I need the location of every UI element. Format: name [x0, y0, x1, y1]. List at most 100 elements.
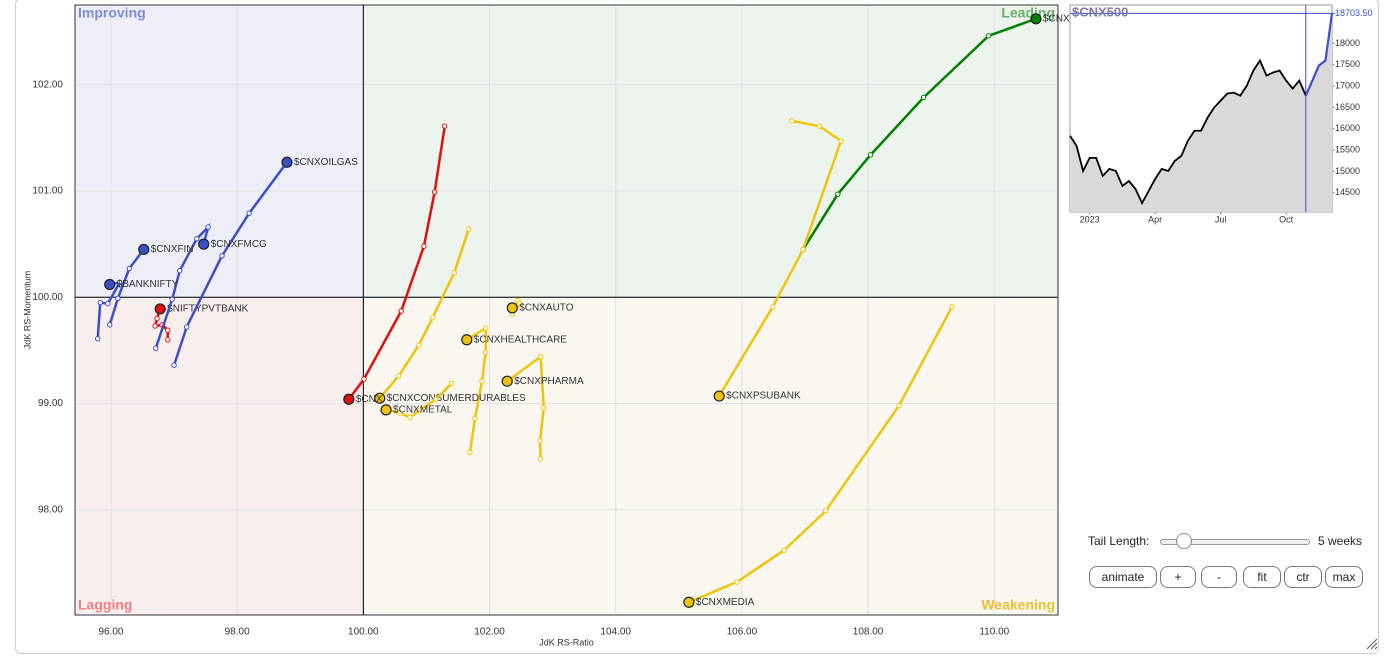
series-label: $CNXMEDIA: [696, 597, 755, 608]
tail-point: [823, 508, 829, 514]
slider[interactable]: [1160, 539, 1310, 545]
series-label: $CNXMETAL: [393, 405, 453, 416]
tail-point: [246, 210, 252, 216]
button[interactable]: +: [1160, 566, 1196, 588]
y-tick-label: 99.00: [38, 398, 63, 409]
tail-point: [115, 295, 121, 302]
quadrant-label: Lagging: [78, 597, 132, 613]
tail-point: [397, 410, 403, 416]
tail-point: [421, 243, 427, 249]
tail-point: [466, 226, 472, 232]
tail-point: [867, 152, 874, 158]
tail-point: [361, 376, 367, 382]
quadrant-label: Weakening: [981, 597, 1055, 613]
tail-label: Tail Length:: [1088, 534, 1150, 548]
tail-point: [479, 378, 485, 384]
series-label: $CNXPHARMA: [514, 376, 584, 387]
tail-point: [117, 279, 123, 286]
tail-point: [896, 402, 902, 409]
tail-point: [433, 396, 439, 402]
series-label: $CNXOILGAS: [294, 157, 358, 168]
x-tick-label: 98.00: [225, 627, 250, 638]
tail-point: [183, 324, 190, 330]
tail-point: [781, 547, 787, 553]
slider-thumb[interactable]: [1176, 533, 1192, 549]
x-tick-label: 106.00: [727, 627, 758, 638]
y-axis-title: JdK RS-Momentum: [22, 271, 32, 350]
y-tick-label: 16000: [1335, 123, 1360, 133]
x-tick-label: 108.00: [853, 627, 884, 638]
y-tick-label: 18703.50: [1335, 8, 1373, 18]
y-tick-label: 15500: [1335, 144, 1360, 154]
tail-line: [688, 306, 954, 604]
tail-point: [177, 267, 183, 274]
tail-point: [800, 246, 806, 253]
tail-point: [152, 323, 158, 329]
tail-point: [95, 335, 101, 342]
tail-point: [537, 438, 543, 444]
button[interactable]: -: [1201, 566, 1237, 588]
series-label: $NIFTYPVTBANK: [167, 304, 248, 315]
y-tick-label: 15000: [1335, 166, 1360, 176]
button[interactable]: max: [1325, 566, 1363, 588]
tail-point: [407, 414, 413, 421]
x-tick-label: Oct: [1279, 214, 1294, 224]
tail-point: [816, 123, 823, 129]
y-tick-label: 17000: [1335, 80, 1360, 90]
tail-point: [126, 265, 132, 272]
series-label: $CNXFMCG: [211, 239, 267, 250]
head-point: [374, 392, 386, 404]
head-point: [683, 596, 695, 608]
tail-point: [920, 94, 927, 101]
head-point: [461, 334, 473, 346]
tail-point: [153, 345, 159, 351]
x-tick-label: 110.00: [979, 627, 1009, 638]
tail-point: [789, 118, 795, 124]
tail-point: [442, 123, 448, 129]
tail-value: 5 weeks: [1318, 534, 1363, 548]
tail-point: [467, 449, 473, 456]
button[interactable]: ctr: [1284, 566, 1322, 588]
head-point: [501, 375, 513, 387]
y-tick-label: 101.00: [32, 186, 63, 197]
y-tick-label: 14500: [1335, 187, 1360, 197]
quadrant: [75, 5, 364, 298]
resize-handle[interactable]: [1366, 638, 1378, 650]
tail-point: [430, 314, 436, 321]
head-point: [506, 302, 518, 314]
plot-border: [74, 4, 1059, 616]
tail-point: [537, 456, 544, 462]
tail-point: [472, 415, 478, 422]
tail-point: [395, 373, 402, 379]
tail-point: [451, 270, 457, 276]
series-label: $CNXHEALTHCARE: [474, 334, 567, 345]
tail-line: [347, 125, 446, 401]
button[interactable]: animate: [1089, 566, 1157, 588]
tail-point: [537, 354, 544, 360]
frame: [15, 0, 1379, 654]
series-label: $BANKNIFTY: [117, 279, 179, 290]
head-point: [104, 278, 116, 291]
x-axis-title: JdK RS-Ratio: [539, 637, 594, 647]
quadrant: [363, 297, 1058, 615]
y-tick-label: 100.00: [32, 292, 63, 303]
tail-line: [802, 17, 1037, 251]
tail-point: [169, 296, 175, 303]
tail-point: [165, 337, 171, 343]
x-tick-label: 102.00: [474, 627, 505, 638]
tail-point: [541, 405, 547, 411]
inset-title: $CNX500: [1072, 4, 1128, 19]
y-tick-label: 18000: [1335, 38, 1360, 48]
y-tick-label: 17500: [1335, 59, 1360, 69]
head-point: [380, 404, 392, 416]
series-label: $CNXAUTO: [519, 303, 573, 314]
tail-point: [838, 138, 844, 144]
quadrant: [363, 5, 1058, 298]
head-point: [343, 393, 355, 405]
head-point: [138, 243, 150, 256]
tail-point: [165, 327, 171, 333]
button[interactable]: fit: [1243, 566, 1281, 588]
tail-point: [105, 300, 111, 307]
